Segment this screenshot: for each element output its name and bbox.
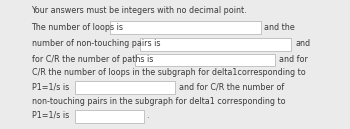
Text: for C/R the number of paths is: for C/R the number of paths is: [32, 55, 153, 64]
Text: and the: and the: [264, 23, 295, 32]
Text: non-touching pairs in the subgraph for delta1 corresponding to: non-touching pairs in the subgraph for d…: [32, 97, 285, 106]
Text: and for: and for: [279, 55, 308, 64]
Text: and for C/R the number of: and for C/R the number of: [179, 83, 285, 92]
Text: Your answers must be integers with no decimal point.: Your answers must be integers with no de…: [32, 6, 247, 15]
Text: C/R the number of loops in the subgraph for delta1corresponding to: C/R the number of loops in the subgraph …: [32, 68, 305, 77]
FancyBboxPatch shape: [75, 110, 144, 123]
FancyBboxPatch shape: [75, 81, 175, 94]
Text: P1=1/s is: P1=1/s is: [32, 111, 69, 120]
Text: The number of loops is: The number of loops is: [32, 23, 124, 32]
Text: .: .: [146, 111, 149, 120]
Text: P1=1/s is: P1=1/s is: [32, 83, 69, 92]
Text: number of non-touching pairs is: number of non-touching pairs is: [32, 39, 160, 48]
FancyBboxPatch shape: [135, 54, 275, 66]
Text: and: and: [296, 39, 311, 48]
FancyBboxPatch shape: [110, 21, 261, 34]
FancyBboxPatch shape: [140, 38, 290, 51]
